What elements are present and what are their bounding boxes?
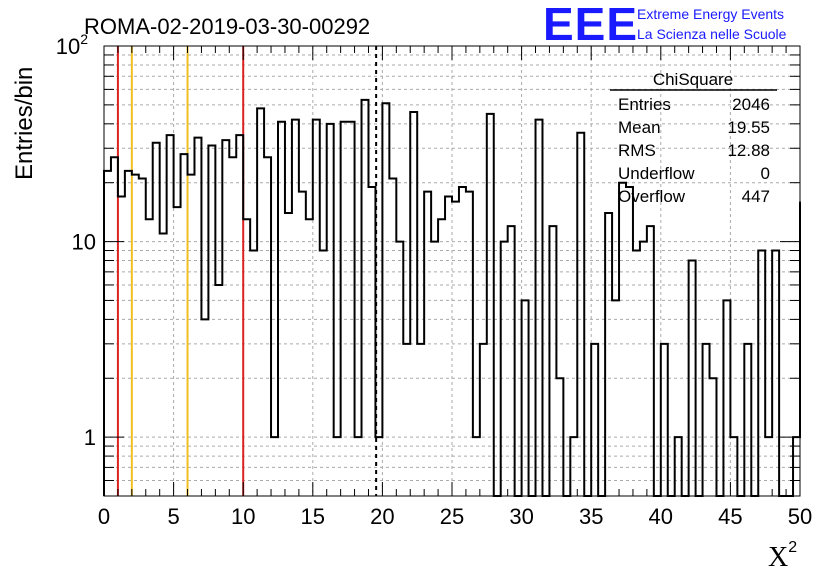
x-tick-label: 20 — [370, 504, 394, 529]
stats-row-value: 0 — [761, 164, 770, 183]
axis-ticks — [103, 45, 801, 496]
stats-row-label: Entries — [618, 95, 671, 114]
x-tick-label: 25 — [440, 504, 464, 529]
stats-row-label: Underflow — [618, 164, 695, 183]
logo-line-1: Extreme Energy Events — [637, 6, 784, 22]
y-tick-label-exponent: 2 — [80, 31, 88, 47]
eee-logo: EEE Extreme Energy Events La Scienza nel… — [543, 0, 787, 50]
x-tick-label: 15 — [301, 504, 325, 529]
stats-row-label: Overflow — [618, 187, 686, 206]
x-tick-label: 0 — [98, 504, 110, 529]
x-axis-label-base: X — [768, 542, 788, 572]
stats-row-label: RMS — [618, 141, 656, 160]
x-tick-label: 10 — [231, 504, 255, 529]
x-tick-label: 40 — [649, 504, 673, 529]
reference-lines — [116, 46, 378, 496]
grid-lines — [104, 46, 800, 496]
y-tick-label-base: 10 — [56, 34, 80, 59]
logo-line-2: La Scienza nelle Scuole — [637, 26, 787, 42]
stats-row-label: Mean — [618, 118, 661, 137]
stats-row-value: 12.88 — [727, 141, 770, 160]
stats-row-value: 19.55 — [727, 118, 770, 137]
x-tick-label: 35 — [579, 504, 603, 529]
x-tick-label: 30 — [509, 504, 533, 529]
x-axis-label-sup: 2 — [788, 539, 797, 556]
x-tick-label: 5 — [167, 504, 179, 529]
stats-title: ChiSquare — [653, 70, 733, 89]
stats-box: ChiSquare Entries 2046 Mean 19.55 RMS 12.88 Un… — [610, 70, 777, 206]
x-axis-label: X2 — [768, 539, 797, 572]
stats-rows: Entries 2046 Mean 19.55 RMS 12.88 Underflow 0 Ov… — [618, 95, 770, 206]
y-tick-label: 10 — [72, 230, 96, 255]
logo-mark: EEE — [543, 0, 638, 50]
stats-row-value: 447 — [742, 187, 770, 206]
y-axis-label: Entries/bin — [11, 67, 38, 180]
run-title: ROMA-02-2019-03-30-00292 — [84, 14, 370, 39]
x-tick-label: 50 — [788, 504, 812, 529]
y-tick-label: 1 — [84, 425, 96, 450]
x-tick-label: 45 — [718, 504, 742, 529]
stats-row-value: 2046 — [732, 95, 770, 114]
y-tick-label: 102 — [56, 31, 88, 59]
histogram-series — [103, 98, 801, 497]
